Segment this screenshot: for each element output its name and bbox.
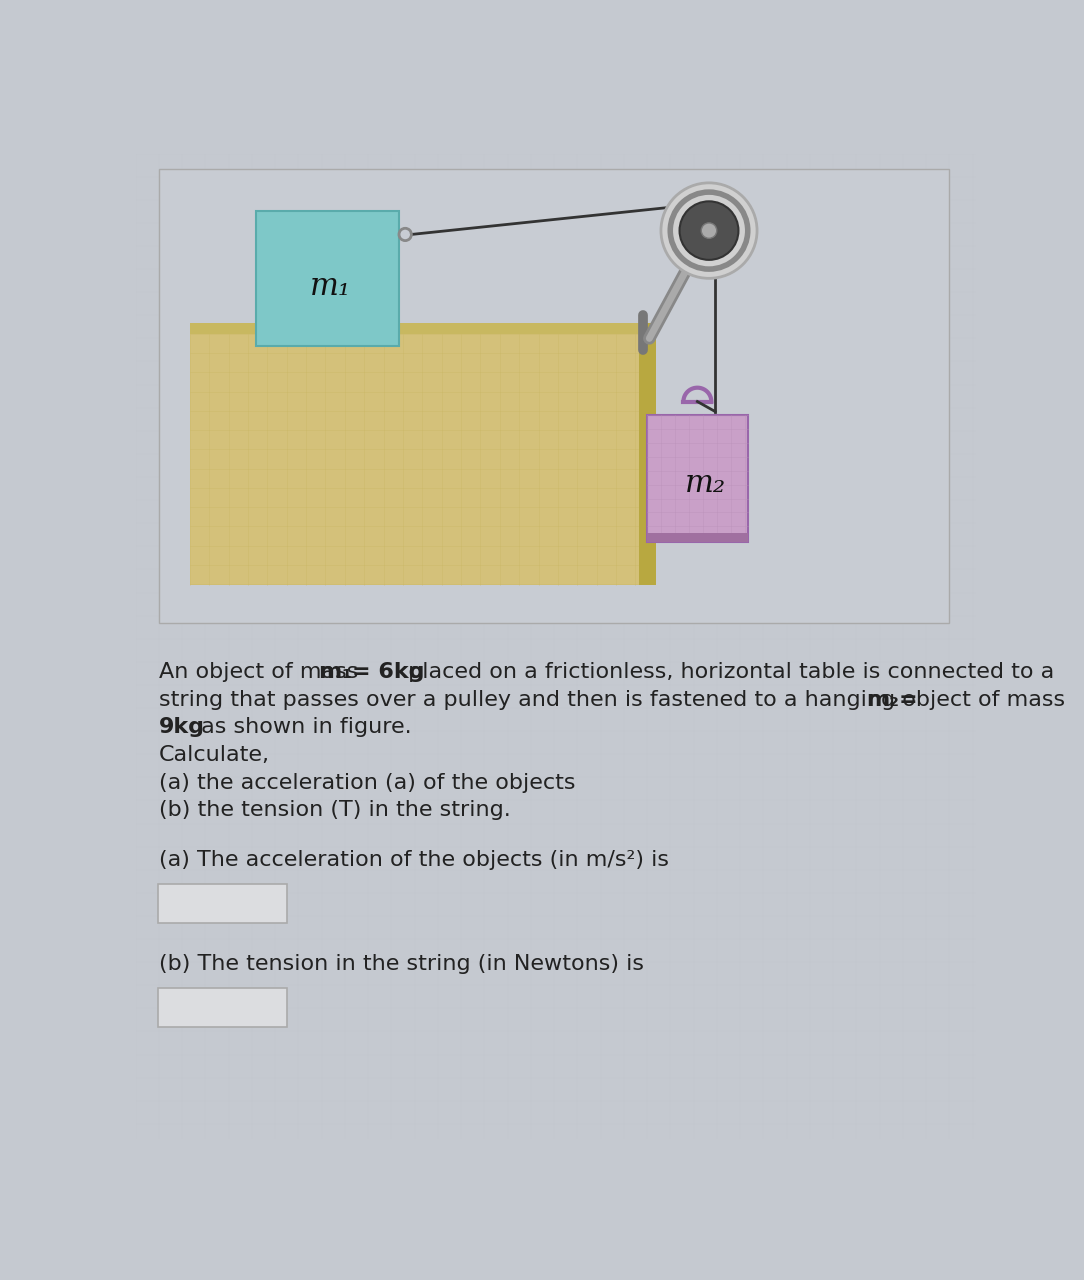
Bar [158,169,950,623]
Circle shape [680,201,738,260]
Text: m₁: m₁ [310,271,351,302]
Text: 9kg: 9kg [158,717,205,737]
FancyBboxPatch shape [158,988,287,1027]
Bar [256,211,399,346]
Text: (b) The tension in the string (in Newtons) is: (b) The tension in the string (in Newton… [158,955,644,974]
Text: m₁= 6kg: m₁= 6kg [319,662,424,682]
Text: placed on a frictionless, horizontal table is connected to a: placed on a frictionless, horizontal tab… [401,662,1054,682]
Text: Calculate,: Calculate, [158,745,270,765]
Bar [640,323,656,585]
Text: as shown in figure.: as shown in figure. [194,717,412,737]
Text: (a) the acceleration (a) of the objects: (a) the acceleration (a) of the objects [158,773,576,792]
Circle shape [701,223,717,238]
Text: m₂: m₂ [685,467,726,499]
Bar [647,534,748,543]
Text: An object of mass: An object of mass [158,662,365,682]
Text: (a) The acceleration of the objects (in m/s²) is: (a) The acceleration of the objects (in … [158,850,669,870]
Bar [647,416,748,543]
Text: m₂=: m₂= [866,690,918,709]
FancyBboxPatch shape [158,884,287,923]
Text: (b) the tension (T) in the string.: (b) the tension (T) in the string. [158,800,511,820]
Bar [190,323,656,334]
Circle shape [661,183,757,278]
Text: string that passes over a pulley and then is fastened to a hanging object of mas: string that passes over a pulley and the… [158,690,1072,709]
Bar [190,323,640,585]
